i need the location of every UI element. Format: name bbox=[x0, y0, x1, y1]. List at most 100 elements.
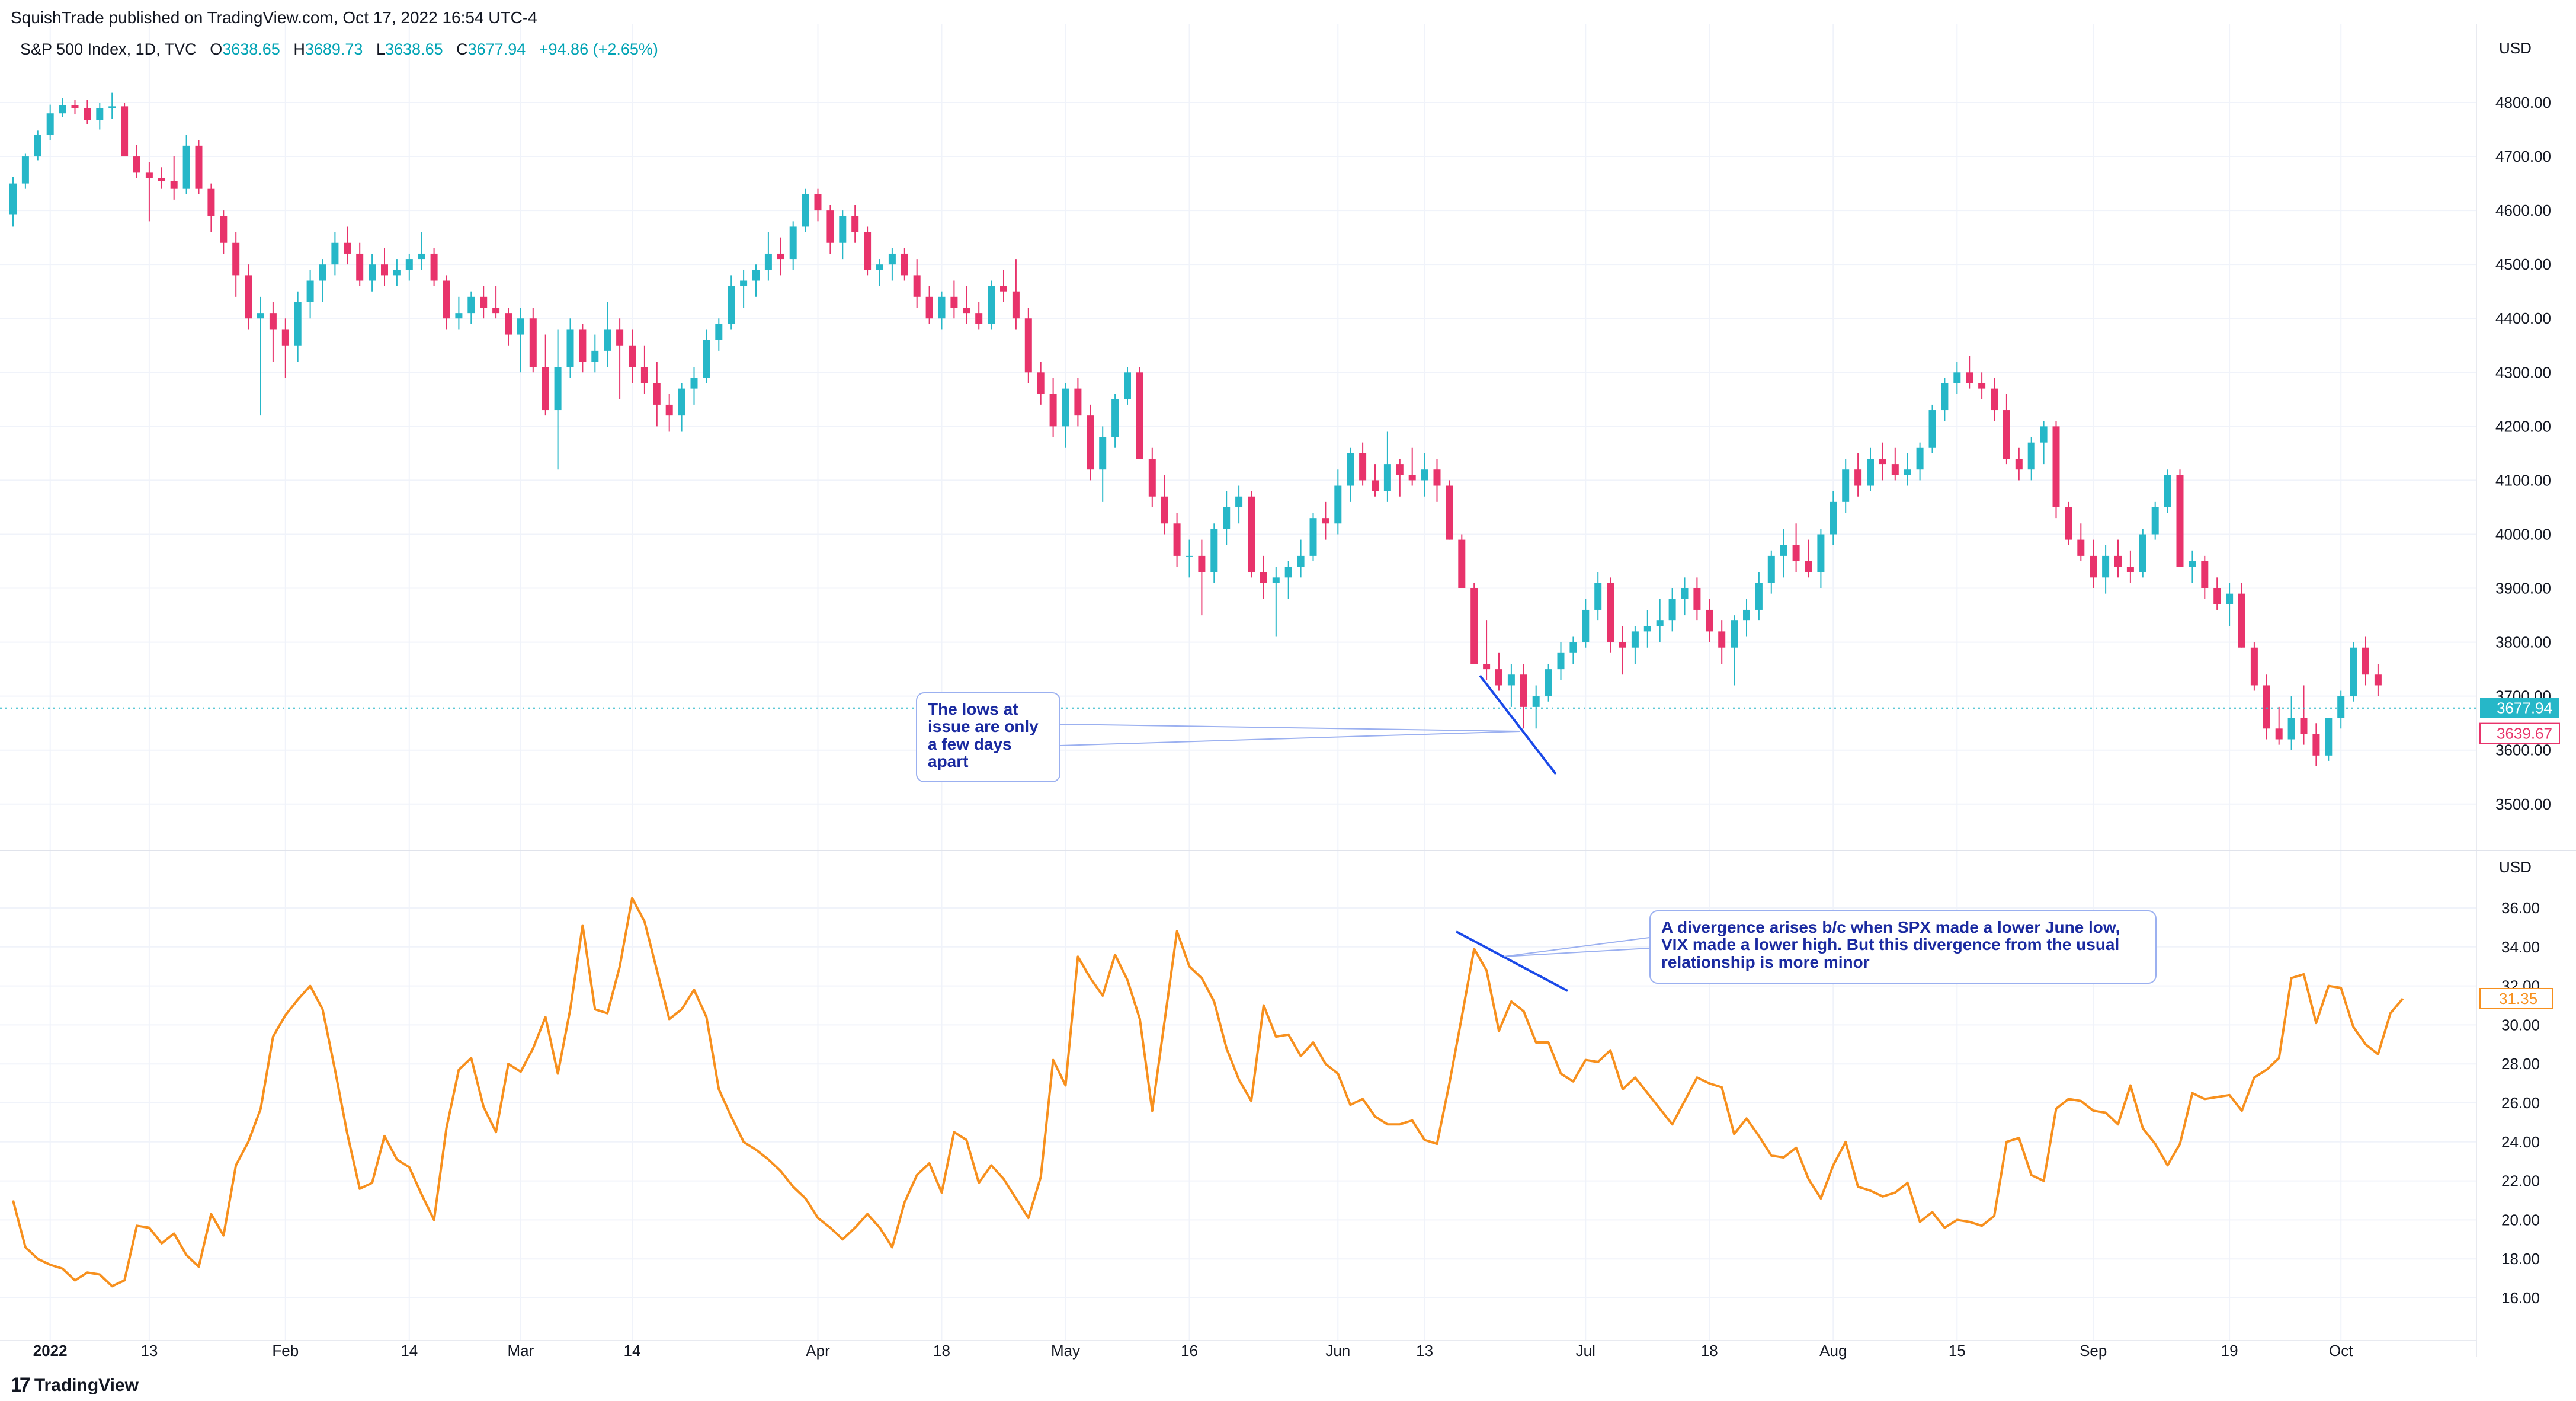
candle bbox=[988, 280, 995, 330]
candle bbox=[319, 259, 326, 302]
candle bbox=[1248, 491, 1255, 578]
candle-body bbox=[1582, 609, 1590, 642]
candle-body bbox=[728, 286, 735, 324]
candle bbox=[2126, 550, 2134, 583]
candle-body bbox=[640, 367, 648, 383]
candle-body bbox=[1012, 291, 1020, 319]
candle bbox=[1099, 426, 1107, 502]
candle bbox=[1978, 372, 1986, 399]
candle-body bbox=[1507, 674, 1515, 686]
candle bbox=[604, 302, 611, 367]
candle-body bbox=[1000, 286, 1007, 292]
candle bbox=[2164, 469, 2171, 513]
time-tick-label: Jun bbox=[1325, 1342, 1350, 1360]
publisher-line: SquishTrade published on TradingView.com… bbox=[11, 8, 537, 27]
price-tick-label: 4600.00 bbox=[2495, 201, 2551, 219]
lows-trendline bbox=[1479, 674, 1557, 775]
candle bbox=[913, 259, 921, 308]
candle-body bbox=[665, 404, 673, 416]
candle bbox=[1284, 561, 1292, 599]
candle-body bbox=[1396, 464, 1404, 475]
vix-axis-unit: USD bbox=[2499, 858, 2532, 876]
candle-body bbox=[1124, 372, 1131, 399]
candle-body bbox=[1668, 599, 1676, 621]
candle bbox=[145, 162, 153, 222]
candle bbox=[876, 259, 883, 286]
candle-body bbox=[2090, 555, 2097, 578]
candle-body bbox=[1755, 583, 1763, 610]
time-tick-label: Aug bbox=[1819, 1342, 1847, 1360]
candle bbox=[393, 259, 401, 286]
candle bbox=[2263, 674, 2270, 740]
candle bbox=[814, 188, 822, 222]
last-price-tag: 3677.94 bbox=[2480, 698, 2559, 718]
candle-body bbox=[1161, 496, 1168, 524]
divergence-annotation: A divergence arises b/c when SPX made a … bbox=[1649, 910, 2157, 984]
candle bbox=[1545, 664, 1552, 702]
candle-body bbox=[158, 178, 165, 181]
close-value: 3677.94 bbox=[467, 40, 526, 58]
candle bbox=[1879, 442, 1886, 481]
price-tick-label: 4400.00 bbox=[2495, 309, 2551, 327]
candle bbox=[1433, 458, 1441, 502]
candle bbox=[2300, 685, 2308, 745]
candle bbox=[455, 296, 463, 330]
candle-body bbox=[1941, 383, 1949, 411]
candle bbox=[1148, 447, 1156, 507]
candle-body bbox=[1099, 437, 1107, 470]
candle-body bbox=[467, 296, 475, 314]
candle bbox=[2151, 501, 2159, 540]
candle bbox=[2065, 501, 2072, 545]
candle bbox=[665, 394, 673, 432]
time-axis: 2022 13 Feb 14 Mar 14 Apr 18 May 16 Jun 13 Jul 18 Aug 1… bbox=[33, 1342, 2353, 1360]
candle-body bbox=[1879, 458, 1886, 465]
candle bbox=[777, 237, 784, 276]
candle-body bbox=[604, 329, 611, 351]
candle-body bbox=[2263, 685, 2270, 729]
candle-body bbox=[2151, 507, 2159, 535]
candle bbox=[418, 232, 425, 270]
candle bbox=[1000, 270, 1007, 302]
candle bbox=[950, 280, 958, 319]
candle-body bbox=[925, 296, 933, 319]
candle-body bbox=[319, 264, 326, 281]
candle-body bbox=[170, 181, 178, 189]
candle-body bbox=[839, 216, 847, 243]
candle bbox=[1334, 469, 1342, 535]
candle bbox=[2015, 447, 2023, 481]
candle bbox=[1359, 442, 1367, 486]
candle-body bbox=[1854, 469, 1862, 486]
candle-body bbox=[1817, 534, 1825, 572]
candle bbox=[430, 248, 438, 286]
candle-body bbox=[356, 253, 364, 281]
candle-body bbox=[480, 296, 488, 308]
time-tick-label: Sep bbox=[2080, 1342, 2107, 1360]
candle bbox=[2213, 577, 2221, 610]
candle bbox=[1173, 513, 1181, 567]
candle-body bbox=[443, 280, 450, 319]
candle bbox=[2287, 696, 2295, 750]
candle-body bbox=[764, 253, 772, 270]
vix-tick-label: 24.00 bbox=[2501, 1133, 2540, 1151]
candle bbox=[864, 226, 872, 276]
candle bbox=[517, 308, 524, 373]
candle bbox=[1780, 529, 1787, 578]
candle-body bbox=[245, 275, 252, 319]
candle bbox=[9, 177, 17, 227]
low-label: L bbox=[376, 40, 385, 58]
candle bbox=[2374, 664, 2382, 696]
candle-body bbox=[1731, 620, 1738, 648]
candle bbox=[405, 253, 413, 281]
price-axis-bottom: 36.0034.0032.0030.0028.0026.0024.0022.00… bbox=[2501, 899, 2540, 1307]
candle-body bbox=[1569, 642, 1577, 653]
vix-highs-trendline bbox=[1456, 930, 1568, 992]
candle-body bbox=[2015, 458, 2023, 470]
candle bbox=[2226, 583, 2234, 626]
open-value: 3638.65 bbox=[222, 40, 280, 58]
candle-body bbox=[2126, 567, 2134, 572]
candle-body bbox=[1805, 561, 1812, 572]
vix-tick-label: 16.00 bbox=[2501, 1289, 2540, 1307]
candle-body bbox=[1545, 669, 1552, 696]
candle bbox=[715, 318, 723, 351]
